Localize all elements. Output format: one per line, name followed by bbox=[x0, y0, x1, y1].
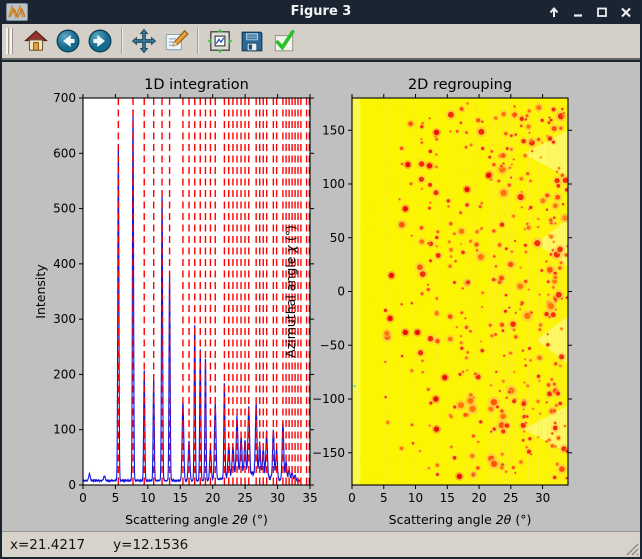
y-tick-label: 500 bbox=[53, 202, 76, 216]
validate-button[interactable] bbox=[269, 26, 299, 56]
x-tick-label: 5 bbox=[112, 491, 120, 505]
home-button[interactable] bbox=[21, 26, 51, 56]
y-tick-label: 600 bbox=[53, 146, 76, 160]
x-tick-label: 5 bbox=[380, 491, 388, 505]
forward-button[interactable] bbox=[85, 26, 115, 56]
configure-subplots-button[interactable] bbox=[205, 26, 235, 56]
y-tick-label: −50 bbox=[320, 338, 345, 352]
edit-button[interactable] bbox=[161, 26, 191, 56]
move-cross-icon bbox=[131, 28, 157, 54]
pan-button[interactable] bbox=[129, 26, 159, 56]
toolbar-separator bbox=[121, 28, 123, 54]
y-axis-label: Azimuthal angle χ (°) bbox=[283, 225, 298, 358]
resize-grip[interactable] bbox=[623, 540, 639, 556]
x-tick-label: 25 bbox=[238, 491, 253, 505]
x-tick-label: 20 bbox=[205, 491, 220, 505]
save-button[interactable] bbox=[237, 26, 267, 56]
floppy-disk-icon bbox=[241, 31, 263, 52]
window-title: Figure 3 bbox=[290, 4, 352, 19]
y-tick-label: 0 bbox=[68, 478, 76, 492]
x-tick-label: 0 bbox=[348, 491, 356, 505]
y-tick-label: 100 bbox=[322, 177, 345, 191]
x-tick-label: 15 bbox=[173, 491, 188, 505]
x-tick-label: 30 bbox=[535, 491, 550, 505]
x-axis-label: Scattering angle 2θ (°) bbox=[389, 512, 532, 527]
y-tick-label: −150 bbox=[312, 446, 345, 460]
matplotlib-logo-icon bbox=[6, 3, 28, 21]
y-tick-label: 0 bbox=[337, 285, 345, 299]
back-button[interactable] bbox=[53, 26, 83, 56]
cursor-y-readout: y=12.1536 bbox=[113, 536, 189, 553]
window-controls bbox=[545, 0, 634, 24]
subplots-arrows-icon bbox=[207, 28, 233, 54]
pencil-note-icon bbox=[165, 29, 189, 51]
y-tick-label: 700 bbox=[53, 91, 76, 105]
y-tick-label: 50 bbox=[330, 231, 345, 245]
roll-up-button[interactable] bbox=[545, 4, 562, 21]
x-tick-label: 10 bbox=[408, 491, 423, 505]
maximize-button[interactable] bbox=[593, 4, 610, 21]
green-check-icon bbox=[274, 29, 295, 52]
x-tick-label: 0 bbox=[79, 491, 87, 505]
y-tick-label: 150 bbox=[322, 123, 345, 137]
x-tick-label: 20 bbox=[471, 491, 486, 505]
plot-title: 1D integration bbox=[144, 77, 249, 93]
x-tick-label: 35 bbox=[302, 491, 317, 505]
y-tick-label: 100 bbox=[53, 423, 76, 437]
intensity-curve bbox=[83, 109, 301, 484]
toolbar bbox=[2, 24, 640, 60]
figure-canvas[interactable]: 0 5 10 15 20 25 30 35 0 100 200 300 400 500 600 700 1D i… bbox=[2, 62, 640, 531]
arrow-right-circle-icon bbox=[88, 29, 112, 53]
y-tick-label: 400 bbox=[53, 257, 76, 271]
x-tick-label: 30 bbox=[270, 491, 285, 505]
y-axis-label: Intensity bbox=[33, 264, 48, 319]
home-icon bbox=[24, 30, 48, 51]
x-tick-label: 15 bbox=[440, 491, 455, 505]
y-tick-label: 300 bbox=[53, 312, 76, 326]
arrow-left-circle-icon bbox=[56, 29, 80, 53]
minimize-button[interactable] bbox=[569, 4, 586, 21]
cursor-x-readout: x=21.4217 bbox=[10, 536, 86, 553]
statusbar: x=21.4217 y=12.1536 bbox=[2, 531, 640, 557]
x-tick-label: 25 bbox=[503, 491, 518, 505]
titlebar[interactable]: Figure 3 bbox=[0, 0, 642, 24]
x-axis-label: Scattering angle 2θ (°) bbox=[125, 512, 268, 527]
x-tick-label: 10 bbox=[140, 491, 155, 505]
y-tick-label: −100 bbox=[312, 392, 345, 406]
plot-title: 2D regrouping bbox=[408, 77, 512, 93]
toolbar-separator bbox=[197, 28, 199, 54]
y-tick-label: 200 bbox=[53, 367, 76, 381]
toolbar-grip-handle[interactable] bbox=[6, 28, 14, 54]
close-button[interactable] bbox=[617, 4, 634, 21]
